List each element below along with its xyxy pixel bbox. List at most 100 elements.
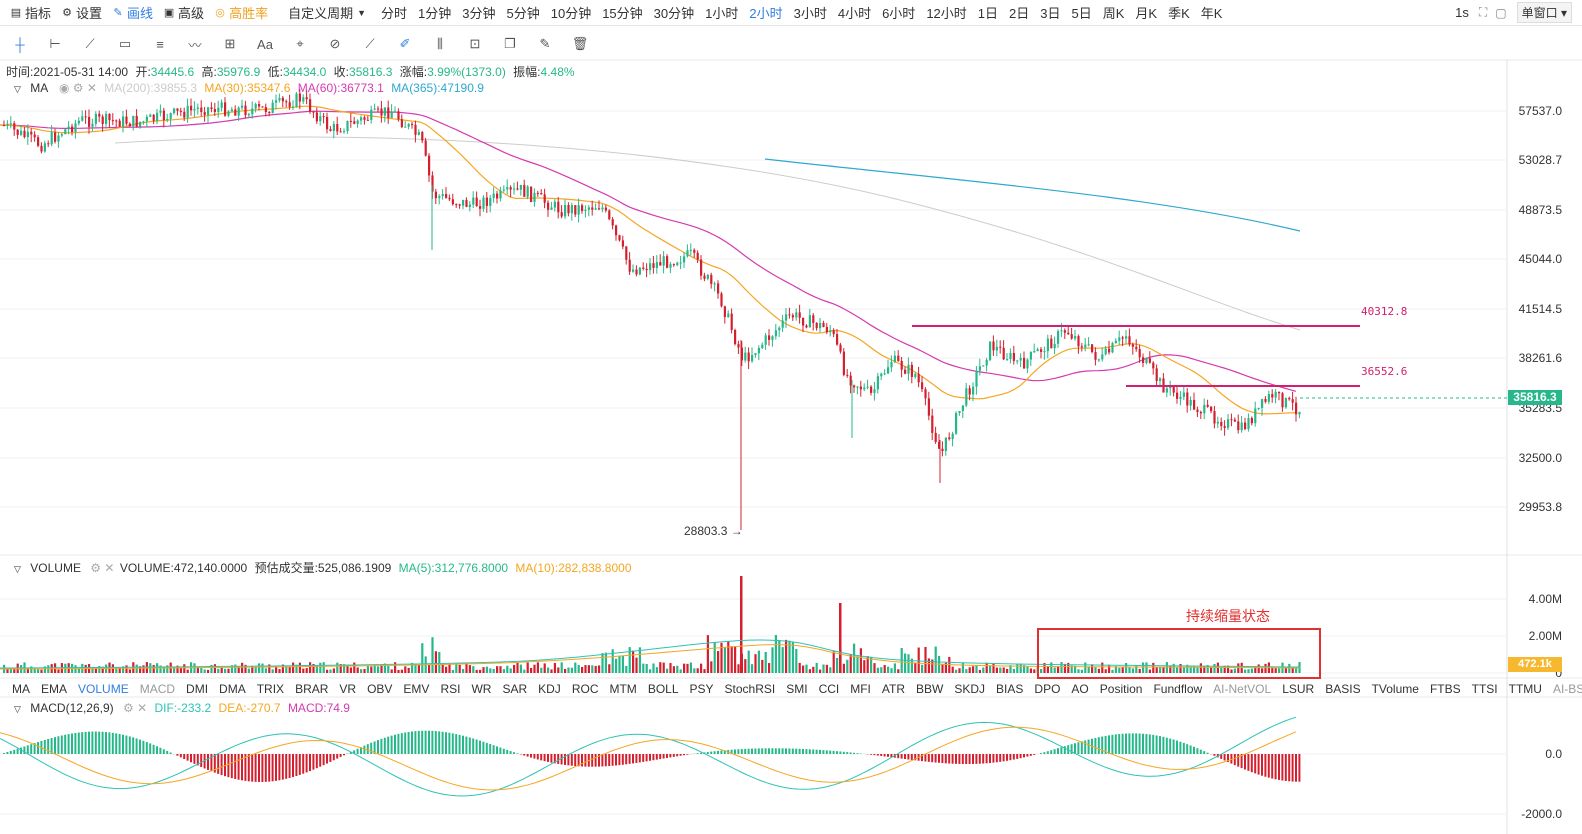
indicator-tab-ai-bsi[interactable]: AI-BSI — [1552, 682, 1582, 696]
close-icon[interactable]: ✕ — [137, 701, 148, 715]
indicator-tab-ma[interactable]: MA — [12, 682, 30, 696]
period-0[interactable]: 分时 — [381, 6, 408, 21]
indicator-tab-basis[interactable]: BASIS — [1325, 682, 1361, 696]
period-17[interactable]: 周K — [1102, 6, 1125, 21]
advanced-button[interactable]: ▣ 高级 — [163, 6, 205, 21]
indicator-tab-ao[interactable]: AO — [1071, 682, 1089, 696]
indicator-tab-obv[interactable]: OBV — [367, 682, 393, 696]
indicator-tab-wr[interactable]: WR — [471, 682, 492, 696]
period-16[interactable]: 5日 — [1071, 6, 1092, 21]
period-10[interactable]: 4小时 — [837, 6, 872, 21]
measure-icon[interactable]: ⊞ — [224, 36, 236, 51]
candle-body — [917, 373, 920, 383]
indicator-tab-smi[interactable]: SMI — [786, 682, 808, 696]
refresh-interval[interactable]: 1s — [1455, 5, 1469, 20]
candles-icon[interactable]: ⫼ — [437, 36, 443, 51]
indicator-tab-brar[interactable]: BRAR — [295, 682, 329, 696]
period-4[interactable]: 10分钟 — [550, 6, 592, 21]
indicator-tab-position[interactable]: Position — [1099, 682, 1143, 696]
period-18[interactable]: 月K — [1135, 6, 1158, 21]
link-icon[interactable]: ⊘ — [329, 36, 341, 51]
indicator-tab-stochrsi[interactable]: StochRSI — [724, 682, 776, 696]
indicators-button[interactable]: ▤ 指标 — [10, 6, 52, 21]
brush-icon[interactable]: ✐ — [399, 36, 411, 51]
window-mode-select[interactable]: 单窗口 ▾ — [1516, 2, 1572, 23]
trash-icon[interactable]: 🗑 — [571, 36, 589, 51]
collapse-icon[interactable]: ▽ — [14, 84, 21, 94]
period-7[interactable]: 1小时 — [705, 6, 739, 21]
close-icon[interactable]: ✕ — [104, 561, 115, 575]
indicator-tab-kdj[interactable]: KDJ — [538, 682, 561, 696]
indicator-tab-bbw[interactable]: BBW — [916, 682, 944, 696]
indicator-tab-ema[interactable]: EMA — [41, 682, 68, 696]
rectangle-icon[interactable]: ▭ — [118, 36, 132, 51]
period-15[interactable]: 3日 — [1040, 6, 1061, 21]
settings-icon[interactable]: ⚙ — [72, 81, 84, 95]
collapse-icon[interactable]: ▽ — [14, 704, 21, 714]
edit-icon[interactable]: ✎ — [539, 36, 551, 51]
trend-line-icon[interactable]: ⟋ — [85, 36, 95, 51]
period-8[interactable]: 2小时 — [749, 6, 783, 21]
custom-period-dropdown[interactable]: 自定义周期 ▼ — [288, 6, 367, 21]
settings-icon[interactable]: ⚙ — [90, 561, 102, 575]
indicator-tab-lsur[interactable]: LSUR — [1282, 682, 1315, 696]
period-19[interactable]: 季K — [1168, 6, 1190, 21]
indicator-tab-fundflow[interactable]: Fundflow — [1153, 682, 1203, 696]
period-13[interactable]: 1日 — [977, 6, 999, 21]
indicator-tab-skdj[interactable]: SKDJ — [954, 682, 986, 696]
wave-icon[interactable]: 〰 — [188, 37, 202, 53]
period-1[interactable]: 1分钟 — [418, 6, 452, 21]
indicator-tab-psy[interactable]: PSY — [689, 682, 714, 696]
period-11[interactable]: 6小时 — [882, 6, 916, 21]
horizontal-segment-icon[interactable]: ⊢ — [49, 36, 61, 51]
eye-icon[interactable]: ◉ — [58, 81, 70, 95]
indicator-tab-atr[interactable]: ATR — [881, 682, 906, 696]
collapse-icon[interactable]: ▽ — [14, 564, 21, 574]
period-14[interactable]: 2日 — [1009, 6, 1030, 21]
indicator-tab-mfi[interactable]: MFI — [850, 682, 871, 696]
indicator-tab-trix[interactable]: TRIX — [256, 682, 285, 696]
layout-icon[interactable]: ▢ — [1495, 5, 1507, 20]
text-icon[interactable]: Aa — [257, 36, 273, 52]
lock-icon[interactable]: ⊡ — [469, 36, 481, 51]
indicator-tab-sar[interactable]: SAR — [502, 682, 528, 696]
indicator-tab-ai-netvol[interactable]: AI-NetVOL — [1213, 682, 1272, 696]
period-6[interactable]: 30分钟 — [653, 6, 695, 21]
indicator-tab-roc[interactable]: ROC — [571, 682, 599, 696]
crosshair-icon[interactable]: ┼ — [15, 36, 25, 52]
indicator-tab-boll[interactable]: BOLL — [647, 682, 679, 696]
indicator-tab-tvolume[interactable]: TVolume — [1371, 682, 1419, 696]
period-5[interactable]: 15分钟 — [602, 6, 643, 21]
indicator-tab-mtm[interactable]: MTM — [609, 682, 637, 696]
fullscreen-icon[interactable]: ⛶ — [1478, 5, 1488, 19]
indicator-tab-vr[interactable]: VR — [339, 682, 357, 696]
indicator-tab-bias[interactable]: BIAS — [996, 682, 1024, 696]
indicator-tab-ftbs[interactable]: FTBS — [1429, 682, 1461, 696]
win-rate-button[interactable]: ◎ 高胜率 — [215, 6, 269, 21]
ruler-icon[interactable]: ⟋ — [365, 36, 375, 51]
indicator-tab-ttmu[interactable]: TTMU — [1508, 682, 1542, 696]
indicator-tab-dpo[interactable]: DPO — [1034, 682, 1061, 696]
indicator-tab-rsi[interactable]: RSI — [440, 682, 461, 696]
indicator-tab-volume[interactable]: VOLUME — [78, 682, 129, 696]
magnet-icon[interactable]: ⌖ — [296, 36, 304, 51]
volume-bar — [125, 665, 128, 673]
period-20[interactable]: 年K — [1200, 6, 1223, 21]
settings-icon[interactable]: ⚙ — [122, 701, 134, 715]
draw-button[interactable]: ✎ 画线 — [113, 6, 154, 21]
period-9[interactable]: 3小时 — [793, 6, 827, 21]
indicator-tab-emv[interactable]: EMV — [403, 682, 430, 696]
parallel-lines-icon[interactable]: ≡ — [156, 36, 164, 52]
indicator-tab-dma[interactable]: DMA — [219, 682, 246, 696]
indicator-tab-ttsi[interactable]: TTSI — [1471, 682, 1498, 696]
period-12[interactable]: 12小时 — [926, 6, 967, 21]
period-2[interactable]: 3分钟 — [462, 6, 496, 21]
indicator-tab-macd[interactable]: MACD — [139, 682, 176, 696]
indicator-tab-cci[interactable]: CCI — [818, 682, 840, 696]
period-3[interactable]: 5分钟 — [506, 6, 540, 21]
copy-icon[interactable]: ❐ — [504, 36, 516, 51]
close-icon[interactable]: ✕ — [86, 81, 97, 95]
indicator-tab-dmi[interactable]: DMI — [186, 682, 209, 696]
settings-button[interactable]: ⚙ 设置 — [62, 6, 103, 21]
